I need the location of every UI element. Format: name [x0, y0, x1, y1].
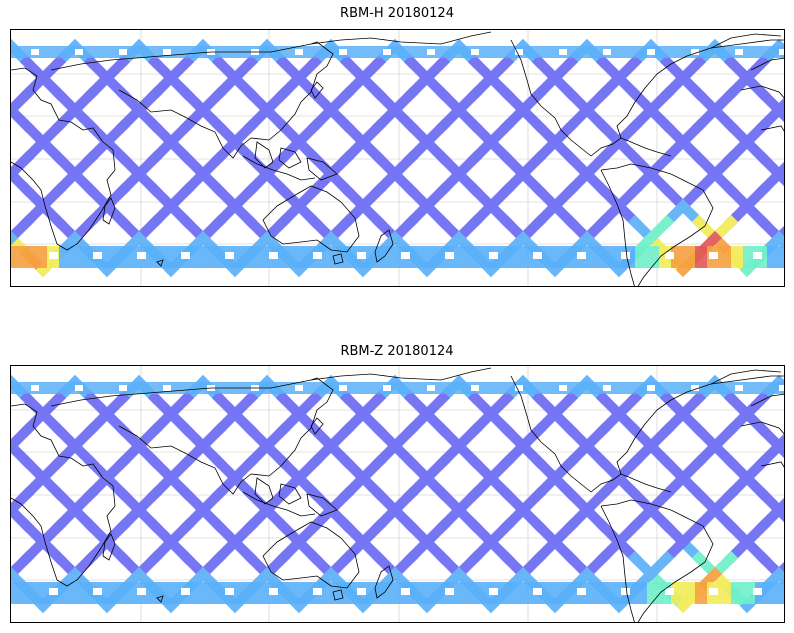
panel-title-rbm-h: RBM-H 20180124 — [340, 6, 454, 21]
polar-coverage-belts — [11, 382, 784, 604]
map-panel-rbm-h — [10, 29, 785, 287]
orbit-track-swaths — [11, 374, 784, 614]
orbit-track-swaths — [11, 38, 784, 278]
coastlines — [11, 31, 784, 286]
panel-title-rbm-z: RBM-Z 20180124 — [340, 344, 454, 359]
map-panel-rbm-z — [10, 365, 785, 623]
flux-map-rbm-z — [11, 366, 784, 622]
flux-map-rbm-h — [11, 30, 784, 286]
coastlines — [11, 367, 784, 622]
polar-coverage-belts — [11, 46, 784, 268]
